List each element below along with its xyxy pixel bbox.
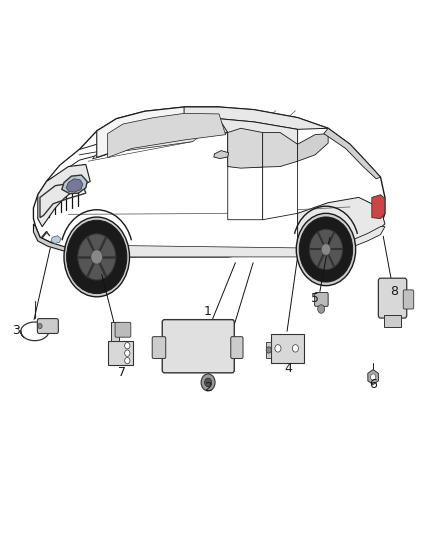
FancyBboxPatch shape xyxy=(378,278,407,318)
Polygon shape xyxy=(228,166,263,220)
FancyBboxPatch shape xyxy=(266,342,272,358)
Circle shape xyxy=(125,350,130,357)
Circle shape xyxy=(296,213,356,286)
Polygon shape xyxy=(51,236,61,244)
FancyBboxPatch shape xyxy=(115,322,131,337)
Circle shape xyxy=(201,374,215,391)
Circle shape xyxy=(125,358,130,364)
Text: 7: 7 xyxy=(118,366,126,379)
Circle shape xyxy=(91,250,102,264)
Circle shape xyxy=(38,324,42,329)
Polygon shape xyxy=(184,107,328,130)
Polygon shape xyxy=(92,135,201,159)
Circle shape xyxy=(64,217,130,297)
Circle shape xyxy=(78,234,116,280)
Text: 3: 3 xyxy=(12,324,20,337)
FancyBboxPatch shape xyxy=(272,334,304,364)
Circle shape xyxy=(67,220,127,294)
Polygon shape xyxy=(297,134,328,161)
Circle shape xyxy=(309,229,343,270)
Text: 8: 8 xyxy=(390,285,398,298)
FancyBboxPatch shape xyxy=(403,290,414,309)
Polygon shape xyxy=(324,128,381,179)
Polygon shape xyxy=(350,227,385,248)
Polygon shape xyxy=(219,119,297,168)
Polygon shape xyxy=(97,245,297,257)
Text: 2: 2 xyxy=(204,381,212,394)
Polygon shape xyxy=(62,175,87,193)
Polygon shape xyxy=(297,197,385,248)
Polygon shape xyxy=(97,107,228,158)
Circle shape xyxy=(125,343,130,349)
Circle shape xyxy=(299,217,353,282)
Polygon shape xyxy=(372,195,385,219)
FancyBboxPatch shape xyxy=(162,320,234,373)
FancyBboxPatch shape xyxy=(384,316,401,327)
FancyBboxPatch shape xyxy=(152,337,166,359)
FancyBboxPatch shape xyxy=(111,322,119,341)
Text: 4: 4 xyxy=(284,362,292,375)
Circle shape xyxy=(292,345,298,352)
Polygon shape xyxy=(33,107,385,257)
Polygon shape xyxy=(108,114,226,158)
Circle shape xyxy=(266,347,272,353)
Polygon shape xyxy=(38,165,90,227)
Circle shape xyxy=(371,374,376,380)
FancyBboxPatch shape xyxy=(108,341,133,365)
FancyBboxPatch shape xyxy=(231,337,243,359)
Polygon shape xyxy=(33,224,97,257)
Polygon shape xyxy=(228,128,263,168)
FancyBboxPatch shape xyxy=(314,293,328,306)
Circle shape xyxy=(321,244,331,255)
Text: 6: 6 xyxy=(369,378,377,391)
Circle shape xyxy=(318,305,325,313)
Polygon shape xyxy=(66,179,83,192)
Polygon shape xyxy=(214,151,229,159)
Circle shape xyxy=(275,345,281,352)
Polygon shape xyxy=(263,161,297,220)
Text: 1: 1 xyxy=(204,305,212,318)
Polygon shape xyxy=(46,128,228,181)
Polygon shape xyxy=(263,133,297,167)
Circle shape xyxy=(205,378,212,386)
Text: 5: 5 xyxy=(311,292,319,305)
Polygon shape xyxy=(368,369,378,384)
FancyBboxPatch shape xyxy=(37,319,58,334)
